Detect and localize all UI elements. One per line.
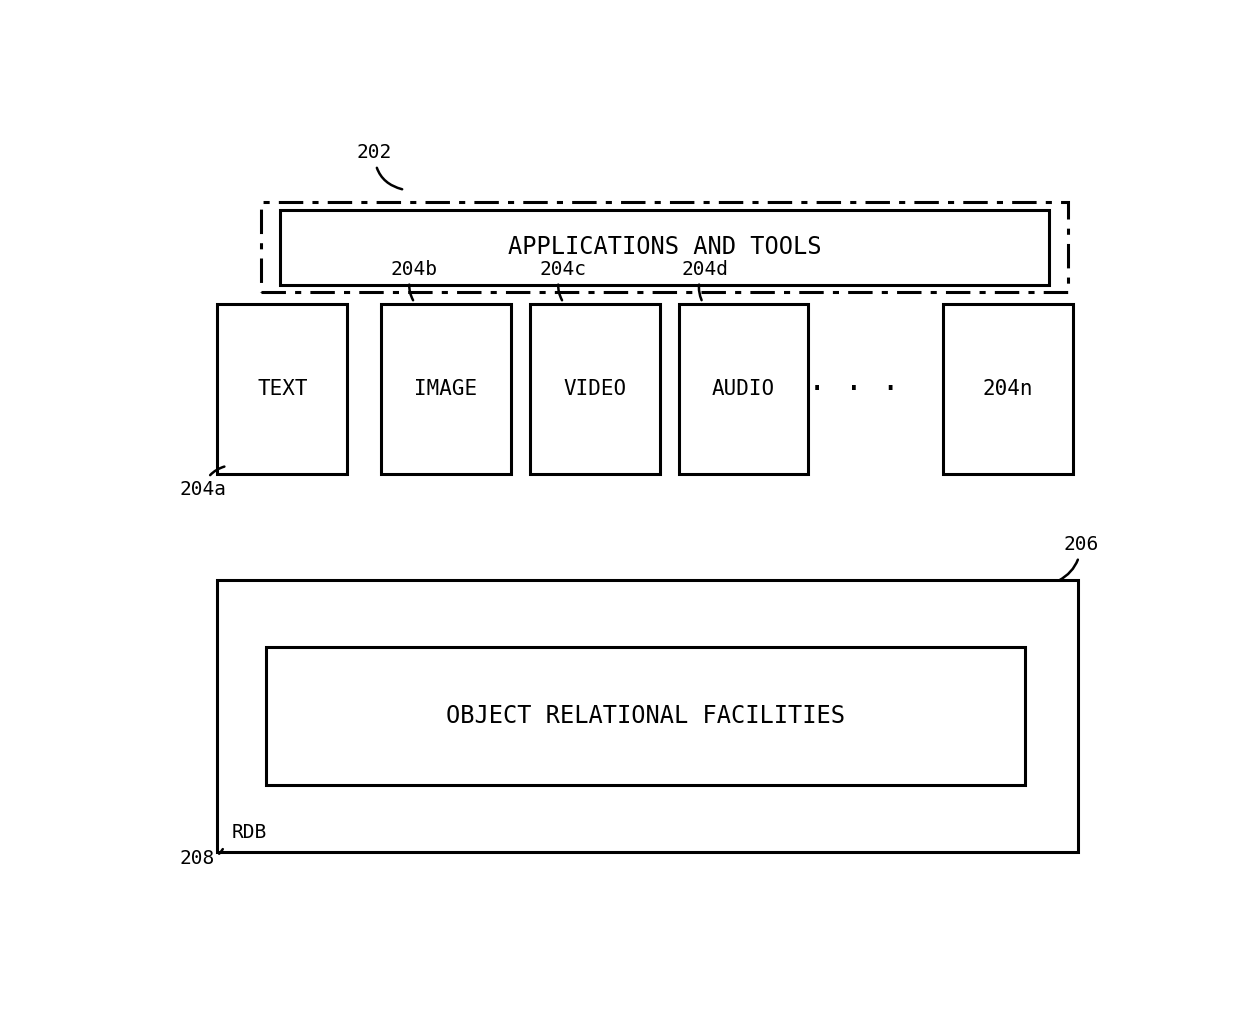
Text: 204a: 204a — [179, 467, 226, 499]
Text: RDB: RDB — [232, 823, 267, 842]
Text: 204d: 204d — [682, 260, 729, 300]
Text: APPLICATIONS AND TOOLS: APPLICATIONS AND TOOLS — [507, 236, 821, 259]
Text: 204n: 204n — [982, 379, 1033, 399]
Bar — [942, 304, 1073, 474]
Text: · · ·: · · · — [807, 375, 899, 403]
Text: VIDEO: VIDEO — [563, 379, 626, 399]
Text: IMAGE: IMAGE — [414, 379, 477, 399]
Bar — [260, 202, 1068, 293]
Text: 202: 202 — [357, 143, 402, 189]
Bar — [280, 210, 1049, 285]
Text: TEXT: TEXT — [257, 379, 308, 399]
Text: OBJECT RELATIONAL FACILITIES: OBJECT RELATIONAL FACILITIES — [445, 705, 844, 728]
Text: AUDIO: AUDIO — [712, 379, 775, 399]
Bar — [381, 304, 511, 474]
Bar — [217, 304, 347, 474]
Text: 208: 208 — [179, 849, 223, 868]
Text: 204b: 204b — [391, 260, 438, 300]
Text: 206: 206 — [1059, 536, 1099, 581]
Bar — [265, 647, 1024, 785]
Bar — [529, 304, 660, 474]
Text: 204c: 204c — [539, 260, 587, 300]
Bar — [217, 581, 1078, 852]
Bar — [678, 304, 808, 474]
